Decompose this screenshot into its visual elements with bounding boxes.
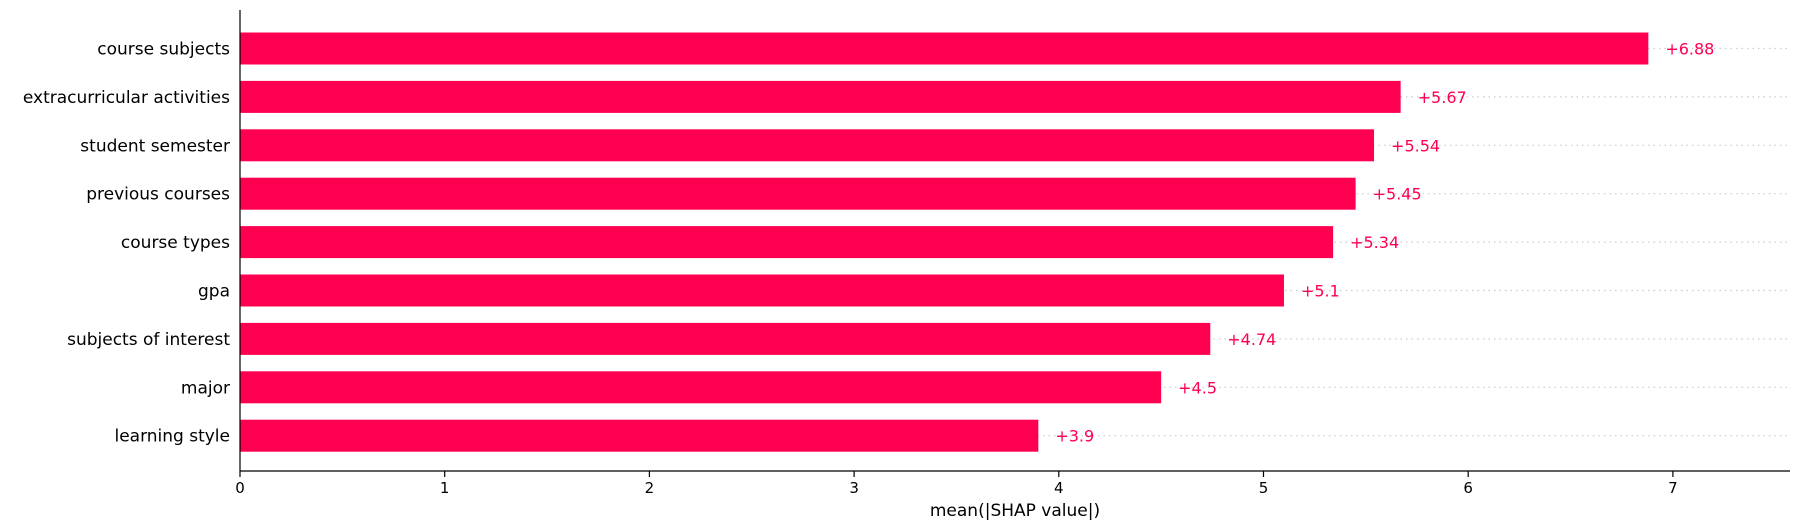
bar-value-label: +6.88 xyxy=(1665,40,1714,59)
bar-value-label: +5.45 xyxy=(1373,185,1422,204)
bar xyxy=(240,274,1284,307)
bar xyxy=(240,226,1334,259)
bar-value-label: +4.74 xyxy=(1227,330,1276,349)
x-tick-label: 3 xyxy=(849,479,859,497)
x-tick-label: 7 xyxy=(1668,479,1678,497)
category-label: extracurricular activities xyxy=(23,88,230,108)
bar xyxy=(240,129,1375,162)
bar xyxy=(240,80,1401,113)
bar xyxy=(240,322,1211,355)
x-tick-label: 5 xyxy=(1259,479,1269,497)
category-label: major xyxy=(181,378,230,398)
category-label: previous courses xyxy=(86,185,230,205)
category-label: student semester xyxy=(80,136,230,156)
bar xyxy=(240,32,1649,65)
category-label: gpa xyxy=(198,282,230,302)
x-tick-label: 2 xyxy=(645,479,655,497)
category-label: learning style xyxy=(114,427,230,447)
bar-value-label: +5.54 xyxy=(1391,136,1440,155)
category-label: course types xyxy=(121,233,230,253)
category-label: subjects of interest xyxy=(67,330,230,350)
bar xyxy=(240,177,1356,210)
bar-value-label: +3.9 xyxy=(1055,427,1094,446)
bar-value-label: +5.1 xyxy=(1301,282,1340,301)
x-axis-ticks: 0 1 2 3 4 5 6 7 xyxy=(235,471,1678,497)
category-labels: course subjects extracurricular activitie… xyxy=(23,40,230,447)
category-label: course subjects xyxy=(97,40,230,60)
value-labels: +6.88 +5.67 +5.54 +5.45 +5.34 +5.1 +4.74 +4.5 +3… xyxy=(1055,40,1714,446)
bar-value-label: +4.5 xyxy=(1178,378,1217,397)
x-tick-label: 4 xyxy=(1054,479,1064,497)
x-axis-title: mean(|SHAP value|) xyxy=(930,501,1100,521)
bar-value-label: +5.34 xyxy=(1350,233,1399,252)
x-tick-label: 6 xyxy=(1463,479,1473,497)
x-tick-label: 1 xyxy=(440,479,450,497)
bars xyxy=(240,32,1649,452)
bar xyxy=(240,419,1039,452)
bar-value-label: +5.67 xyxy=(1418,88,1467,107)
x-tick-label: 0 xyxy=(235,479,245,497)
bar xyxy=(240,371,1162,404)
